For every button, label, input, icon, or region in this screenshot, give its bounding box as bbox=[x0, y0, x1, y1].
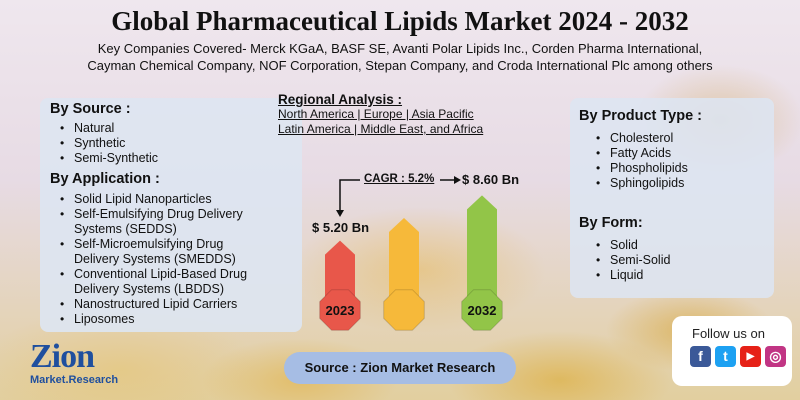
list-item-text: Self-Emulsifying Drug Delivery bbox=[74, 207, 243, 221]
list-item: Semi-Solid bbox=[586, 253, 670, 268]
by-application-heading: By Application : bbox=[50, 171, 160, 187]
regional-line-2: Latin America | Middle East, and Africa bbox=[278, 122, 484, 136]
instagram-icon[interactable]: ◎ bbox=[765, 346, 786, 367]
by-application-list: Solid Lipid Nanoparticles Self-Emulsifyi… bbox=[50, 192, 247, 327]
list-item: Phospholipids bbox=[586, 161, 688, 176]
list-item: Natural bbox=[50, 121, 158, 136]
list-item-text: Nanostructured Lipid Carriers bbox=[74, 297, 238, 311]
companies-line-1: Key Companies Covered- Merck KGaA, BASF … bbox=[97, 41, 703, 56]
by-form-list: Solid Semi-Solid Liquid bbox=[586, 238, 670, 283]
list-item-text: Self-Microemulsifying Drug bbox=[74, 237, 224, 251]
arrowhead-right bbox=[454, 176, 461, 184]
list-item-text: Conventional Lipid-Based Drug bbox=[74, 267, 248, 281]
list-item: Sphingolipids bbox=[586, 176, 688, 191]
source-badge: Source : Zion Market Research bbox=[284, 352, 516, 384]
list-item: Synthetic bbox=[50, 136, 158, 151]
list-item: Liposomes bbox=[50, 312, 247, 327]
bar-series-1 bbox=[389, 218, 419, 310]
value-label-2032: $ 8.60 Bn bbox=[462, 172, 520, 187]
list-item-text: Solid Lipid Nanoparticles bbox=[74, 192, 212, 206]
list-item-text: Liposomes bbox=[74, 312, 135, 326]
regional-heading: Regional Analysis : bbox=[278, 92, 403, 107]
by-source-heading: By Source : bbox=[50, 101, 131, 117]
arrowhead-down bbox=[336, 210, 344, 217]
logo-subtext: Market.Research bbox=[30, 374, 119, 386]
by-form-heading: By Form: bbox=[579, 215, 643, 231]
page-title: Global Pharmaceutical Lipids Market 2024… bbox=[111, 6, 689, 36]
regional-analysis: Regional Analysis : North America | Euro… bbox=[278, 92, 518, 137]
list-item: Solid bbox=[586, 238, 670, 253]
list-item: Nanostructured Lipid Carriers bbox=[50, 297, 247, 312]
youtube-icon[interactable]: ▶ bbox=[740, 346, 761, 367]
list-item-text: Delivery Systems (SMEDDS) bbox=[74, 252, 236, 266]
list-item-text: Delivery Systems (LBDDS) bbox=[74, 282, 225, 296]
list-item: Solid Lipid Nanoparticles bbox=[50, 192, 247, 207]
follow-label: Follow us on bbox=[692, 326, 765, 341]
by-product-type-heading: By Product Type : bbox=[579, 108, 702, 124]
year-badge bbox=[461, 289, 503, 331]
logo-text: Zion bbox=[30, 338, 95, 375]
cagr-connector bbox=[339, 179, 360, 212]
by-source-list: Natural Synthetic Semi-Synthetic bbox=[50, 121, 158, 166]
list-item: Fatty Acids bbox=[586, 146, 688, 161]
tick-label-2032: 2032 bbox=[468, 303, 497, 318]
value-label-2023: $ 5.20 Bn bbox=[312, 220, 370, 235]
companies-text: Key Companies Covered- Merck KGaA, BASF … bbox=[20, 40, 780, 74]
zion-logo: Zion Market.Research bbox=[30, 338, 130, 390]
tick-label-2023: 2023 bbox=[326, 303, 355, 318]
by-product-type-list: Cholesterol Fatty Acids Phospholipids Sp… bbox=[586, 131, 688, 191]
twitter-icon[interactable]: t bbox=[715, 346, 736, 367]
companies-line-2: Cayman Chemical Company, NOF Corporation… bbox=[87, 58, 713, 73]
list-item: Liquid bbox=[586, 268, 670, 283]
facebook-icon[interactable]: f bbox=[690, 346, 711, 367]
follow-us-box: Follow us on f t ▶ ◎ bbox=[672, 316, 792, 386]
year-badge bbox=[383, 289, 425, 331]
bar-2032 bbox=[467, 195, 497, 310]
list-item: Semi-Synthetic bbox=[50, 151, 158, 166]
year-badge bbox=[319, 289, 361, 331]
market-growth-chart: 2023 2032 bbox=[319, 176, 503, 331]
list-item-text: Systems (SEDDS) bbox=[74, 222, 177, 236]
list-item: Cholesterol bbox=[586, 131, 688, 146]
regional-line-1: North America | Europe | Asia Pacific bbox=[278, 107, 474, 121]
cagr-label: CAGR : 5.2% bbox=[364, 173, 435, 185]
